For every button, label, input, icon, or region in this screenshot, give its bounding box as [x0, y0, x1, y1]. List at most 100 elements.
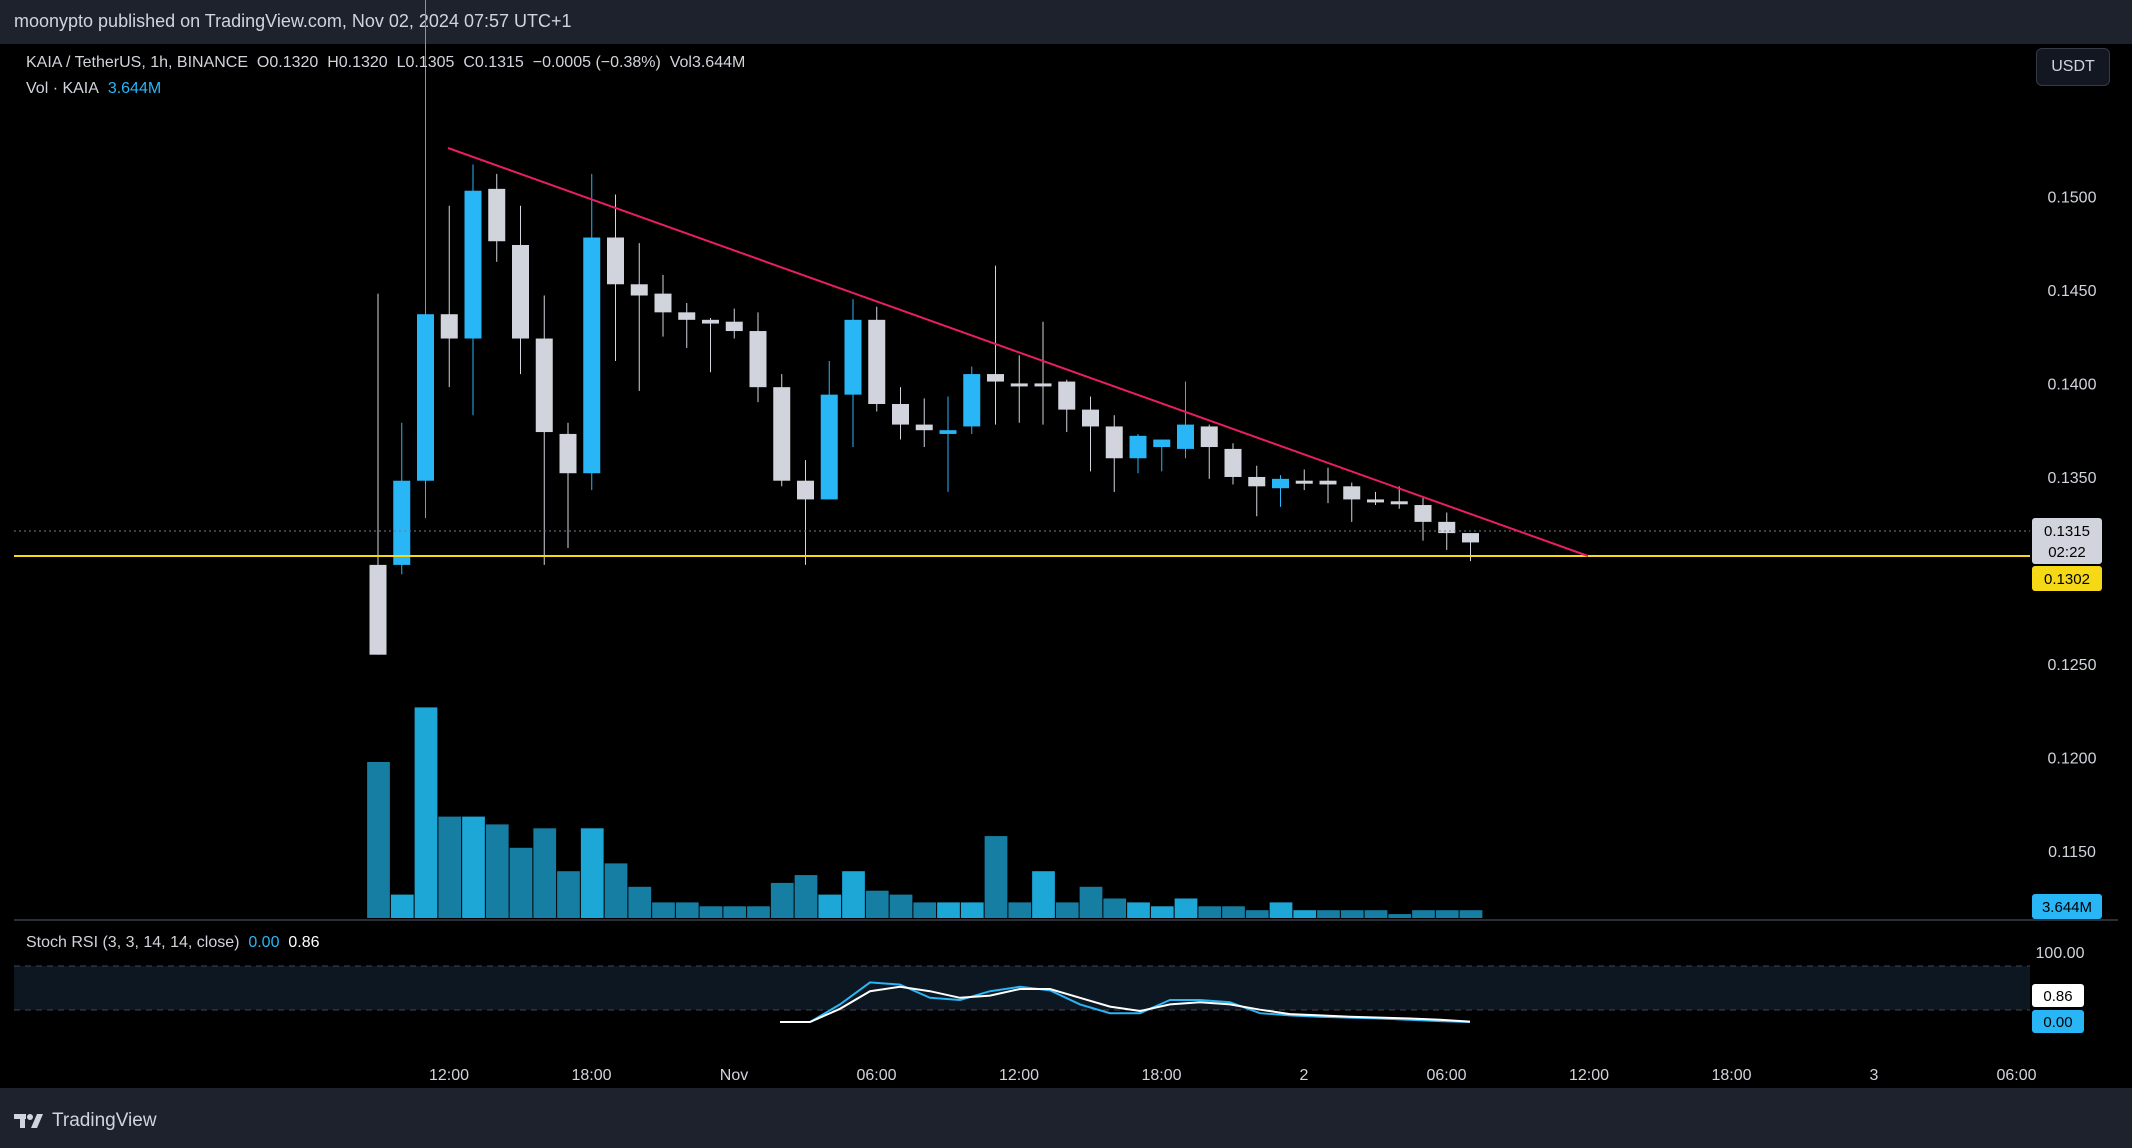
y-tick-label: 0.1400: [2048, 376, 2097, 393]
stoch-k-label: 0.00: [2032, 1010, 2084, 1033]
volume-legend-label: Vol · KAIA: [26, 80, 99, 97]
volume-bar: [770, 882, 794, 918]
y-tick-label: 0.1450: [2048, 283, 2097, 300]
volume-bar: [1103, 898, 1127, 918]
candle-body: [773, 387, 791, 481]
volume-bar: [889, 894, 913, 918]
volume-bar: [652, 902, 675, 918]
volume-summary: Vol3.644M: [669, 54, 746, 71]
last-price-label: 0.1315 02:22: [2032, 518, 2102, 564]
volume-legend[interactable]: Vol · KAIA 3.644M: [26, 80, 161, 98]
volume-bar: [367, 762, 390, 918]
candle-body: [1248, 476, 1266, 487]
volume-bar: [913, 902, 937, 918]
volume-bar: [1150, 906, 1174, 918]
x-tick-label: 2: [1300, 1067, 1309, 1084]
candle-body: [702, 319, 719, 324]
volume-bar: [1032, 871, 1055, 918]
stoch-d-line: [780, 985, 1471, 1023]
x-tick-label: 18:00: [1711, 1067, 1751, 1084]
candle-body: [844, 319, 862, 395]
volume-bar: [1055, 902, 1079, 918]
candle-body: [559, 433, 577, 474]
candle-body: [1034, 383, 1052, 387]
x-tick-label: 3: [1870, 1067, 1879, 1084]
volume-bar: [818, 894, 842, 918]
x-tick-label: 06:00: [1426, 1067, 1466, 1084]
volume-bar: [438, 816, 462, 918]
candle-body: [1082, 409, 1099, 427]
candle-body: [440, 314, 458, 339]
trendline: [447, 147, 1589, 557]
volume-bar: [1222, 906, 1245, 918]
candle-body: [963, 374, 981, 427]
candle-body: [1319, 480, 1337, 485]
x-tick-label: 18:00: [571, 1067, 611, 1084]
volume-bar: [580, 828, 604, 918]
ohlc-high: H0.1320: [327, 54, 388, 71]
last-price-text: 0.1315: [2044, 523, 2090, 540]
y-tick-label: 0.1150: [2048, 844, 2096, 861]
countdown-text: 02:22: [2048, 544, 2086, 561]
symbol-legend[interactable]: KAIA / TetherUS, 1h, BINANCE O0.1320 H0.…: [26, 54, 745, 72]
volume-bar: [414, 707, 438, 918]
tradingview-logo[interactable]: TradingView: [14, 1110, 157, 1132]
candle-body: [369, 564, 387, 655]
publish-info: moonypto published on TradingView.com, N…: [14, 11, 572, 31]
volume-bar: [960, 902, 984, 918]
candle-body: [868, 319, 886, 405]
volume-bar: [628, 886, 652, 918]
ohlc-open: O0.1320: [256, 54, 319, 71]
volume-value-text: 3.644M: [2042, 899, 2092, 916]
stoch-y-tick: 100.00: [2036, 945, 2085, 962]
candle-body: [464, 190, 482, 339]
candle-body: [1438, 521, 1456, 534]
candle-body: [488, 188, 506, 242]
volume-bar: [485, 824, 509, 918]
stoch-d-label: 0.86: [2032, 984, 2084, 1007]
volume-bar: [1174, 898, 1198, 918]
candle-body: [1200, 426, 1218, 448]
volume-bar: [842, 871, 865, 918]
publish-header: moonypto published on TradingView.com, N…: [0, 0, 2132, 44]
x-tick-label: Nov: [720, 1067, 748, 1084]
y-tick-label: 0.1200: [2048, 751, 2097, 768]
footer-bar: [0, 1088, 2132, 1148]
candle-body: [1390, 501, 1408, 505]
stoch-legend[interactable]: Stoch RSI (3, 3, 14, 14, close) 0.00 0.8…: [26, 934, 320, 952]
candle-body: [654, 293, 672, 313]
x-tick-label: 12:00: [999, 1067, 1039, 1084]
volume-bar: [1127, 902, 1150, 918]
volume-bar: [390, 894, 414, 918]
volume-bar: [675, 902, 699, 918]
symbol-name: KAIA / TetherUS, 1h, BINANCE: [26, 54, 249, 71]
x-tick-label: 06:00: [856, 1067, 896, 1084]
volume-bar: [984, 836, 1008, 918]
x-tick-label: 18:00: [1141, 1067, 1181, 1084]
candle-body: [535, 338, 553, 433]
volume-bar: [937, 902, 960, 918]
candle-body: [1105, 426, 1123, 459]
x-tick-label: 12:00: [429, 1067, 469, 1084]
candle-body: [393, 480, 411, 565]
candle-body: [1367, 499, 1384, 503]
ohlc-low: L0.1305: [396, 54, 455, 71]
volume-bar: [723, 906, 747, 918]
volume-legend-value: 3.644M: [107, 80, 162, 97]
candle-body: [939, 430, 957, 434]
candle-body: [1224, 448, 1242, 477]
x-tick-label: 12:00: [1569, 1067, 1609, 1084]
stoch-k-text: 0.00: [2043, 1014, 2072, 1031]
volume-bar: [604, 863, 628, 918]
volume-bar: [1459, 910, 1483, 918]
candle-body: [892, 404, 909, 425]
volume-bar: [533, 828, 557, 918]
candle-body: [915, 424, 933, 431]
volume-bar: [794, 875, 818, 918]
candle-body: [1462, 533, 1479, 543]
currency-button[interactable]: USDT: [2036, 48, 2110, 86]
candle-body: [630, 284, 648, 296]
candle-body: [987, 374, 1004, 382]
volume-bar: [462, 816, 485, 918]
